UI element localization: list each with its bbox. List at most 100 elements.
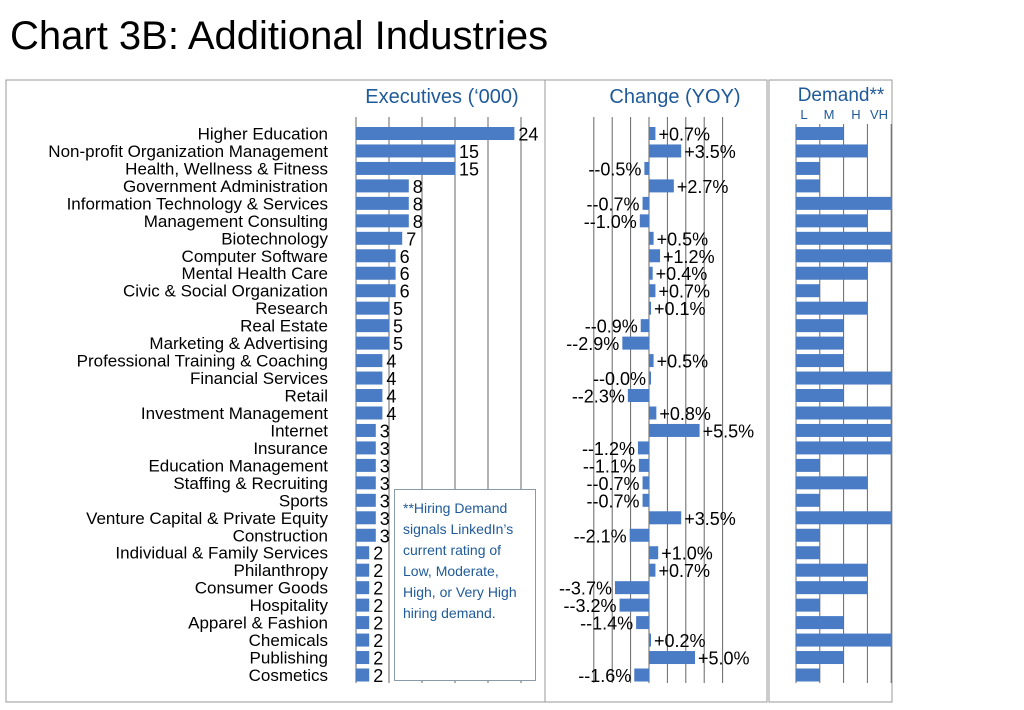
change-value-label: +0.2% (654, 631, 706, 651)
change-bar (649, 127, 656, 140)
executives-value-label: 6 (400, 247, 410, 267)
change-value-label: --1.6% (578, 666, 631, 686)
category-label: Hospitality (250, 596, 329, 615)
change-bar (649, 406, 657, 420)
executives-bar (356, 144, 455, 158)
demand-bar (796, 546, 820, 560)
change-bar (639, 214, 649, 228)
category-label: Biotechnology (221, 229, 328, 248)
demand-bar (796, 633, 892, 647)
category-label: Education Management (148, 456, 328, 475)
executives-value-label: 2 (373, 579, 383, 599)
demand-bar (796, 266, 868, 280)
change-bar (649, 266, 653, 280)
executives-value-label: 2 (373, 544, 383, 564)
change-bar (649, 423, 700, 437)
change-value-label: +0.4% (656, 264, 708, 284)
executives-bar (356, 598, 370, 612)
change-bar (636, 616, 649, 630)
executives-value-label: 6 (400, 264, 410, 284)
executives-value-label: 5 (393, 317, 403, 337)
change-bar (649, 284, 656, 298)
executives-value-label: 4 (386, 387, 396, 407)
executives-value-label: 2 (373, 614, 383, 634)
demand-scale-label: VH (870, 107, 888, 122)
panel-frame-middle (544, 79, 768, 703)
executives-bar (356, 266, 396, 280)
change-bar (649, 301, 651, 315)
executives-value-label: 8 (413, 177, 423, 197)
change-value-label: --2.9% (566, 334, 619, 354)
category-label: Real Estate (240, 317, 328, 336)
change-value-label: +0.5% (657, 229, 709, 249)
change-bar (642, 493, 649, 507)
executives-value-label: 2 (373, 561, 383, 581)
executives-value-label: 2 (373, 631, 383, 651)
executives-bar (356, 581, 370, 595)
change-bar (619, 598, 649, 612)
executives-bar (356, 668, 370, 682)
demand-bar (796, 196, 892, 210)
demand-scale-label: M (824, 107, 835, 122)
change-bar (649, 546, 659, 560)
executives-value-label: 2 (373, 666, 383, 686)
change-value-label: +0.1% (654, 299, 706, 319)
executives-bar (356, 249, 396, 263)
demand-bar (796, 336, 844, 350)
demand-bar (796, 127, 844, 140)
change-value-label: --0.7% (587, 474, 640, 494)
executives-value-label: 4 (386, 352, 396, 372)
executives-value-label: 5 (393, 299, 403, 319)
change-value-label: +0.7% (658, 561, 710, 581)
category-label: Internet (270, 421, 328, 440)
executives-value-label: 3 (380, 526, 390, 546)
change-value-label: +0.7% (658, 282, 710, 302)
executives-value-label: 6 (400, 282, 410, 302)
executives-bar (356, 616, 370, 630)
demand-bar (796, 371, 892, 385)
demand-bar (796, 476, 868, 490)
executives-bar (356, 511, 376, 525)
category-label: Publishing (250, 649, 328, 668)
change-bar (629, 528, 649, 542)
category-label: Health, Wellness & Fitness (125, 159, 328, 178)
executives-bar (356, 196, 409, 210)
demand-bar (796, 319, 844, 333)
demand-bar (796, 179, 820, 193)
change-bar (649, 179, 674, 193)
executives-bar (356, 406, 383, 420)
change-value-label: +0.5% (657, 352, 709, 372)
category-label: Individual & Family Services (115, 544, 328, 563)
demand-bar (796, 301, 868, 315)
executives-value-label: 3 (380, 474, 390, 494)
demand-bar (796, 528, 820, 542)
executives-bar (356, 179, 409, 193)
change-value-label: --3.2% (564, 596, 617, 616)
change-value-label: --0.7% (587, 491, 640, 511)
executives-bar (356, 231, 403, 245)
change-bar (649, 651, 695, 665)
executives-value-label: 8 (413, 212, 423, 232)
executives-bar (356, 633, 370, 647)
executives-value-label: 2 (373, 649, 383, 669)
executives-bar (356, 214, 409, 228)
demand-header: Demand** (798, 85, 885, 106)
demand-bar (796, 144, 868, 158)
change-value-label: --0.7% (587, 194, 640, 214)
category-label: Professional Training & Coaching (77, 352, 328, 371)
demand-bar (796, 406, 892, 420)
executives-bar (356, 354, 383, 368)
category-label: Research (255, 299, 328, 318)
change-value-label: +0.7% (658, 125, 710, 145)
executives-bar (356, 127, 515, 140)
executives-value-label: 5 (393, 334, 403, 354)
category-label: Financial Services (190, 369, 328, 388)
demand-bar (796, 231, 892, 245)
demand-bar (796, 249, 892, 263)
change-header: Change (YOY) (609, 86, 740, 108)
category-label: Investment Management (141, 404, 328, 423)
change-bar (642, 476, 649, 490)
change-value-label: --1.0% (584, 212, 637, 232)
executives-header: Executives (‘000) (365, 86, 518, 108)
